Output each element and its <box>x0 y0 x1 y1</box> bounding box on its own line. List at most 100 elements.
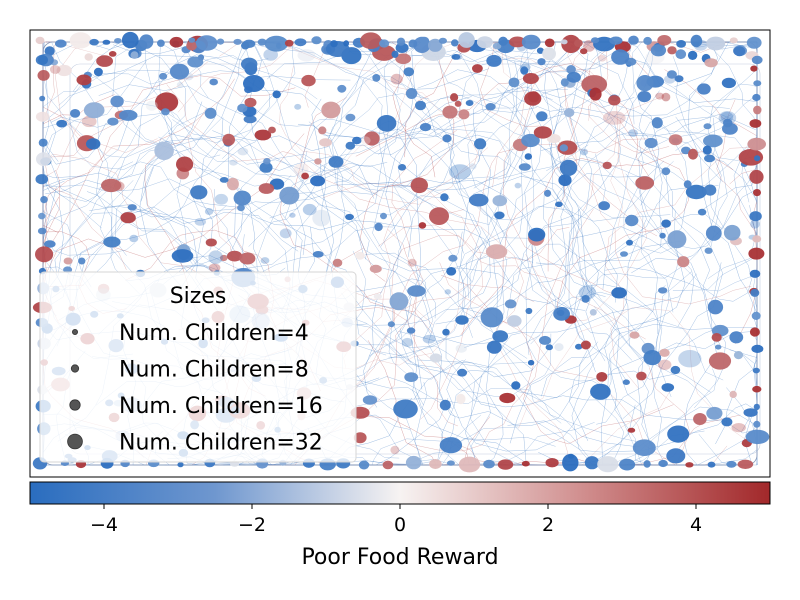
scatter-point <box>458 32 475 48</box>
scatter-point <box>544 38 555 48</box>
scatter-point <box>559 144 568 152</box>
trace-line <box>181 48 445 270</box>
scatter-point <box>683 180 692 189</box>
trace-line <box>46 112 299 252</box>
scatter-point <box>750 288 760 297</box>
trace-line <box>323 375 493 466</box>
scatter-point <box>722 122 738 135</box>
trace-line <box>623 105 730 335</box>
trace-line <box>279 97 433 334</box>
scatter-point <box>314 158 322 165</box>
scatter-point <box>499 392 516 404</box>
trace-line <box>337 120 482 285</box>
trace-line <box>638 69 758 327</box>
trace-line <box>568 226 686 442</box>
scatter-point <box>566 71 581 83</box>
trace-line <box>462 273 697 466</box>
scatter-point <box>746 36 762 49</box>
scatter-point <box>358 460 370 470</box>
scatter-point <box>37 227 47 235</box>
trace-line <box>98 84 370 260</box>
scatter-point <box>237 103 248 113</box>
scatter-point <box>391 50 399 58</box>
scatter-point <box>581 75 608 94</box>
scatter-point <box>323 46 332 54</box>
scatter-point <box>222 133 235 146</box>
trace-line <box>455 41 658 184</box>
scatter-point <box>157 39 165 47</box>
scatter-point <box>301 74 316 87</box>
scatter-point <box>78 257 86 265</box>
scatter-point <box>429 459 442 469</box>
scatter-point <box>139 34 154 49</box>
scatter-point <box>389 292 409 311</box>
scatter-point <box>408 39 418 48</box>
scatter-point <box>40 196 48 204</box>
trace-line <box>58 69 351 106</box>
scatter-point <box>419 36 430 45</box>
scatter-point <box>611 49 630 65</box>
scatter-point <box>362 395 378 405</box>
scatter-point <box>387 321 395 328</box>
scatter-point <box>524 153 532 160</box>
scatter-point <box>264 35 289 52</box>
scatter-point <box>63 257 73 265</box>
scatter-point <box>187 56 204 68</box>
scatter-point <box>476 36 493 49</box>
scatter-point <box>129 234 139 243</box>
scatter-point <box>204 208 214 215</box>
scatter-point <box>743 408 758 417</box>
scatter-point <box>318 126 327 135</box>
trace-line <box>446 325 724 452</box>
scatter-point <box>226 177 239 191</box>
trace-line <box>340 279 722 422</box>
scatter-point <box>731 423 746 433</box>
scatter-point <box>750 65 758 72</box>
trace-line <box>585 151 722 362</box>
scatter-point <box>84 53 93 61</box>
scatter-point <box>76 74 92 86</box>
scatter-point <box>268 126 276 134</box>
scatter-point <box>483 459 495 469</box>
scatter-point <box>521 460 530 467</box>
scatter-point <box>83 102 105 119</box>
scatter-point <box>279 228 292 239</box>
scatter-point <box>176 156 194 172</box>
scatter-point <box>602 111 626 125</box>
scatter-point <box>36 152 52 167</box>
scatter-point <box>239 252 256 265</box>
scatter-point <box>611 287 627 299</box>
scatter-point <box>86 138 101 150</box>
scatter-point <box>580 148 588 156</box>
trace-line <box>373 243 650 368</box>
legend-box <box>39 271 357 463</box>
scatter-point <box>705 225 722 241</box>
legend-marker <box>70 364 80 373</box>
legend-label: Num. Children=8 <box>119 358 309 383</box>
scatter-point <box>704 58 718 68</box>
scatter-point <box>96 55 113 67</box>
scatter-point <box>749 119 762 128</box>
scatter-point <box>110 95 124 108</box>
scatter-point <box>372 74 381 82</box>
scatter-point <box>751 311 761 320</box>
scatter-point <box>188 37 196 43</box>
scatter-point <box>753 80 762 87</box>
scatter-point <box>259 162 273 173</box>
scatter-point <box>752 93 761 102</box>
scatter-point <box>407 285 426 297</box>
scatter-point <box>609 36 623 45</box>
scatter-point <box>721 77 737 89</box>
scatter-point <box>390 445 400 455</box>
scatter-point <box>398 164 407 171</box>
scatter-point <box>468 193 489 207</box>
trace-line <box>546 157 680 398</box>
trace-line <box>417 69 663 248</box>
scatter-point <box>439 437 463 454</box>
scatter-point <box>39 95 46 102</box>
scatter-point <box>205 238 217 247</box>
scatter-point <box>749 269 761 278</box>
legend-title: Sizes <box>170 284 227 309</box>
scatter-point <box>214 193 228 205</box>
scatter-point <box>644 137 658 149</box>
